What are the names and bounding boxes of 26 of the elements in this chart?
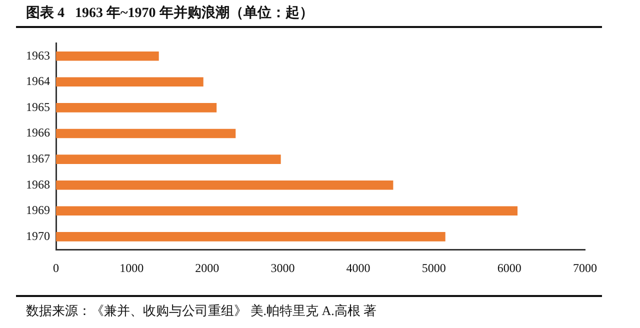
x-tick-label: 5000 [422, 260, 446, 275]
y-tick-label: 1965 [26, 100, 50, 114]
bar [56, 128, 236, 138]
bar [56, 206, 518, 216]
y-tick-label: 1964 [26, 74, 50, 88]
bar [56, 154, 281, 164]
x-tick-label: 6000 [497, 260, 522, 275]
bar [56, 180, 394, 190]
bar [56, 51, 159, 61]
x-tick-label: 1000 [120, 260, 144, 275]
bar [56, 232, 446, 242]
bar [56, 77, 204, 87]
x-tick-label: 3000 [270, 260, 295, 275]
x-tick-label: 2000 [195, 260, 220, 275]
y-tick-label: 1967 [26, 151, 50, 166]
chart-title: 图表 4 1963 年~1970 年并购浪潮（单位：起） [26, 4, 314, 22]
x-tick-label: 7000 [573, 260, 597, 275]
y-tick-label: 1969 [26, 203, 50, 218]
bar [56, 103, 217, 112]
y-tick-label: 1970 [26, 228, 50, 243]
source-note: 数据来源：《兼并、收购与公司重组》 美.帕特里克 A.高根 著 [26, 302, 377, 320]
x-tick-label: 4000 [346, 260, 370, 275]
y-tick-label: 1966 [26, 126, 50, 140]
x-tick-label: 0 [53, 260, 59, 275]
y-tick-label: 1968 [26, 177, 50, 192]
y-tick-label: 1963 [26, 48, 50, 62]
